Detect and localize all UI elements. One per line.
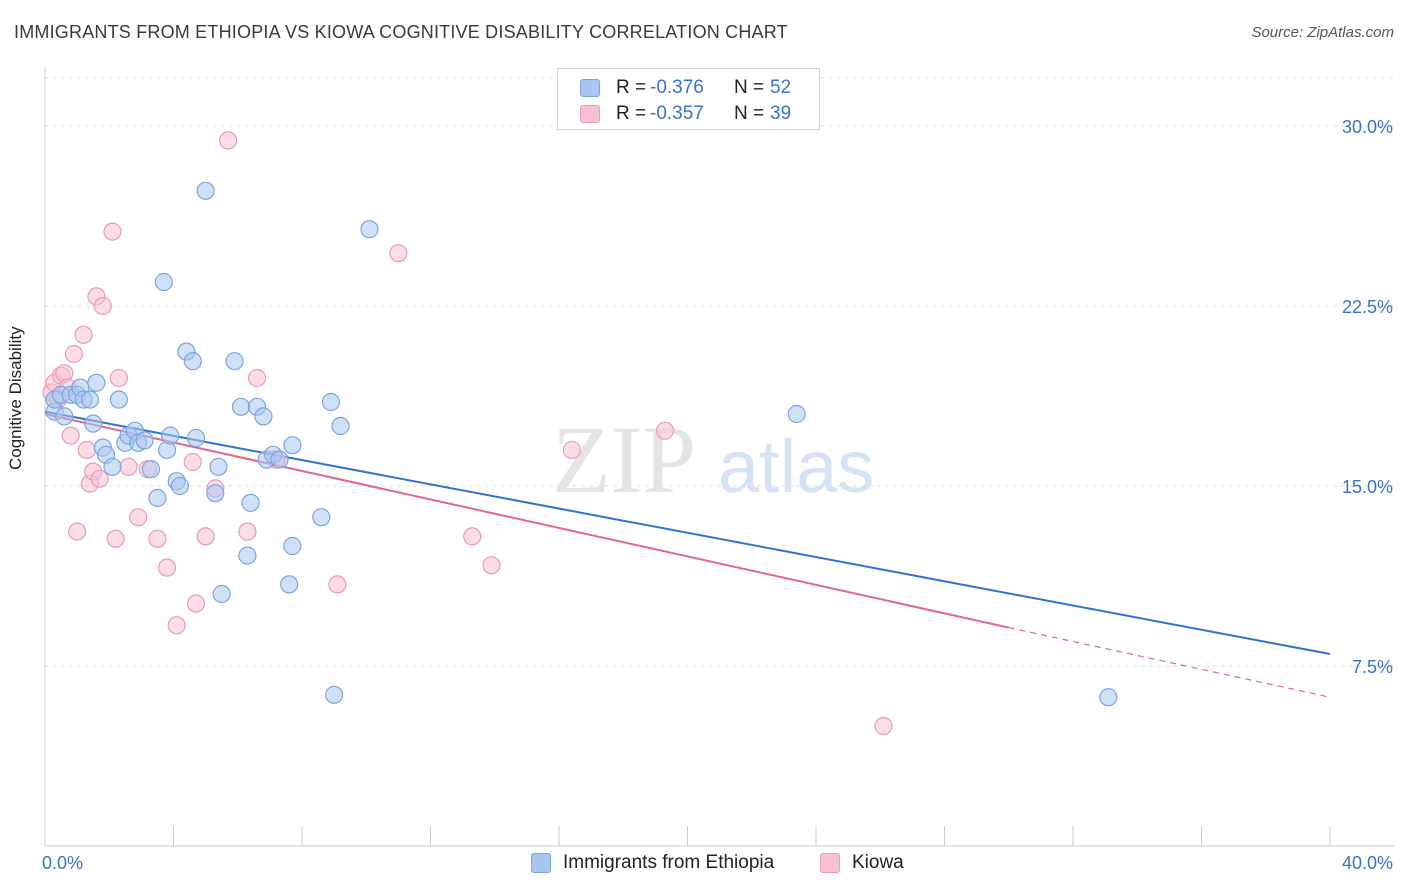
- ethiopia-point: [225, 352, 244, 371]
- kiowa-point: [90, 469, 109, 488]
- ethiopia-point: [325, 685, 344, 704]
- ethiopia-point: [238, 546, 257, 565]
- kiowa-point: [77, 440, 96, 460]
- ethiopia-point: [84, 414, 103, 433]
- kiowa-point: [106, 529, 125, 548]
- kiowa-point: [562, 440, 581, 460]
- r-label: R =: [616, 103, 647, 124]
- ethiopia-point: [1099, 688, 1118, 707]
- ethiopia-point: [270, 450, 289, 469]
- kiowa-point: [157, 558, 177, 577]
- ethiopia-point: [787, 404, 806, 424]
- ethiopia-point: [283, 436, 302, 455]
- ethiopia-swatch: [580, 79, 600, 97]
- kiowa-point: [389, 244, 408, 263]
- r-value: -0.357: [650, 103, 704, 124]
- y-tick-label: 22.5%: [1342, 297, 1393, 317]
- kiowa-trend-extension: [1008, 627, 1331, 698]
- kiowa-point: [183, 452, 202, 472]
- kiowa-point: [93, 296, 112, 316]
- watermark: ZIP atlas: [552, 406, 874, 513]
- ethiopia-point: [206, 484, 225, 503]
- y-tick-label: 7.5%: [1352, 657, 1393, 677]
- ethiopia-point: [331, 416, 350, 436]
- kiowa-point: [64, 344, 84, 364]
- source-label: Source: ZipAtlas.com: [1251, 24, 1394, 41]
- kiowa-point: [655, 421, 675, 440]
- legend-label-kiowa: Kiowa: [852, 852, 904, 873]
- ethiopia-point: [109, 390, 128, 409]
- ethiopia-point: [80, 390, 100, 409]
- y-tick-label: 30.0%: [1342, 117, 1393, 137]
- watermark-zip: ZIP: [552, 406, 696, 513]
- n-value: 39: [770, 103, 792, 124]
- ethiopia-point: [148, 488, 167, 508]
- kiowa-legend-swatch: [820, 853, 840, 873]
- ethiopia-point: [280, 575, 299, 594]
- ethiopia-legend-swatch: [531, 853, 551, 873]
- kiowa-point: [148, 529, 167, 548]
- y-axis-label: Cognitive Disability: [6, 326, 25, 470]
- kiowa-point: [874, 716, 893, 736]
- grid-lines: [45, 77, 1395, 667]
- kiowa-point: [196, 527, 215, 546]
- n-label: N =: [734, 103, 765, 124]
- stats-legend: R = -0.376 N = 52 R = -0.357 N = 39: [557, 68, 820, 130]
- trend-lines: [44, 410, 1331, 698]
- n-value: 52: [770, 77, 792, 98]
- ethiopia-point: [241, 493, 260, 512]
- tick-labels: 7.5% 15.0% 22.5% 30.0% 0.0% 40.0%: [42, 117, 1393, 873]
- ethiopia-point: [170, 476, 190, 496]
- kiowa-point: [219, 131, 238, 150]
- ethiopia-point: [183, 352, 202, 371]
- kiowa-point: [68, 522, 87, 541]
- ethiopia-point: [135, 431, 154, 450]
- r-value: -0.376: [650, 77, 704, 98]
- kiowa-point: [129, 508, 148, 527]
- kiowa-point: [74, 325, 93, 344]
- ethiopia-points: [45, 181, 1118, 707]
- ethiopia-point: [103, 457, 122, 476]
- kiowa-point: [238, 522, 257, 541]
- ethiopia-point: [186, 428, 206, 448]
- ethiopia-point: [87, 373, 106, 392]
- kiowa-point: [247, 368, 267, 388]
- r-label: R =: [616, 77, 647, 98]
- kiowa-point: [119, 457, 138, 476]
- ethiopia-point: [209, 457, 228, 476]
- ethiopia-point: [141, 460, 161, 479]
- watermark-atlas: atlas: [718, 425, 874, 508]
- kiowa-point: [186, 594, 206, 613]
- ethiopia-point: [196, 181, 215, 200]
- ethiopia-point: [283, 536, 302, 556]
- ethiopia-point: [161, 426, 180, 445]
- ethiopia-point: [154, 272, 173, 292]
- ethiopia-point: [231, 397, 251, 416]
- y-tick-label: 15.0%: [1342, 477, 1393, 497]
- kiowa-swatch: [580, 105, 600, 123]
- x-tick-label-max: 40.0%: [1342, 853, 1393, 873]
- x-tick-label-min: 0.0%: [42, 853, 83, 873]
- ethiopia-point: [360, 220, 379, 239]
- n-label: N =: [734, 77, 765, 98]
- chart-title: IMMIGRANTS FROM ETHIOPIA VS KIOWA COGNIT…: [14, 22, 788, 42]
- kiowa-point: [103, 222, 122, 241]
- kiowa-point: [482, 556, 501, 575]
- ethiopia-point: [212, 584, 231, 604]
- ethiopia-point: [55, 407, 74, 426]
- ethiopia-point: [254, 407, 273, 426]
- kiowa-point: [167, 616, 186, 635]
- kiowa-point: [328, 575, 347, 594]
- kiowa-point: [109, 368, 128, 388]
- kiowa-point: [463, 527, 482, 546]
- kiowa-trend-line: [44, 413, 1009, 629]
- ethiopia-trend-line: [44, 410, 1331, 655]
- ethiopia-point: [312, 508, 331, 527]
- ethiopia-point: [321, 392, 341, 412]
- legend-label-ethiopia: Immigrants from Ethiopia: [563, 852, 775, 873]
- axes: [44, 68, 1395, 847]
- kiowa-point: [61, 426, 80, 445]
